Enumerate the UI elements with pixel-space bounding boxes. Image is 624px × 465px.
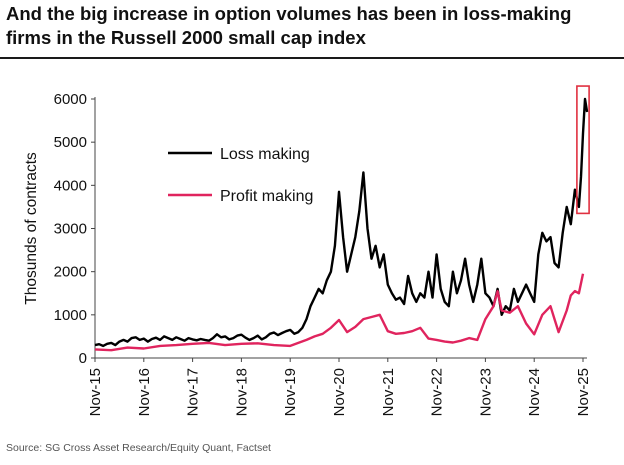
source-note: Source: SG Cross Asset Research/Equity Q… bbox=[6, 442, 271, 454]
y-tick-label: 0 bbox=[79, 350, 87, 367]
x-tick-label: Nov-17 bbox=[185, 368, 202, 416]
legend-label-loss-making: Loss making bbox=[220, 146, 310, 163]
x-tick-label: Nov-25 bbox=[575, 368, 592, 416]
x-tick-label: Nov-23 bbox=[477, 368, 494, 416]
chart-title: And the big increase in option volumes h… bbox=[6, 3, 572, 48]
y-tick-label: 2000 bbox=[54, 264, 87, 281]
x-tick-label: Nov-19 bbox=[282, 368, 299, 416]
x-tick-label: Nov-24 bbox=[526, 368, 543, 416]
title-divider bbox=[0, 57, 624, 59]
x-tick-label: Nov-15 bbox=[87, 368, 104, 416]
legend-label-profit-making: Profit making bbox=[220, 188, 313, 205]
highlight-box bbox=[576, 85, 590, 215]
y-tick-label: 5000 bbox=[54, 134, 87, 151]
y-tick-label: 4000 bbox=[54, 177, 87, 194]
y-axis-label: Thosunds of contracts bbox=[23, 152, 40, 305]
series-line-loss-making bbox=[94, 97, 589, 348]
x-tick-label: Nov-20 bbox=[331, 368, 348, 416]
chart-legend: Loss making Profit making bbox=[168, 146, 313, 205]
x-tick-label: Nov-21 bbox=[380, 368, 397, 416]
y-tick-label: 3000 bbox=[54, 221, 87, 238]
chart-axes: 0 1000 2000 3000 4000 5000 6000 Thosunds of con… bbox=[23, 91, 592, 416]
line-chart: 0 1000 2000 3000 4000 5000 6000 Thosunds of con… bbox=[23, 85, 592, 416]
y-tick-label: 1000 bbox=[54, 307, 87, 324]
y-tick-label: 6000 bbox=[54, 91, 87, 108]
x-tick-label: Nov-22 bbox=[429, 368, 446, 416]
series-line-profit-making bbox=[94, 273, 585, 352]
x-tick-label: Nov-18 bbox=[233, 368, 250, 416]
chart-series bbox=[94, 85, 590, 352]
x-tick-label: Nov-16 bbox=[136, 368, 153, 416]
